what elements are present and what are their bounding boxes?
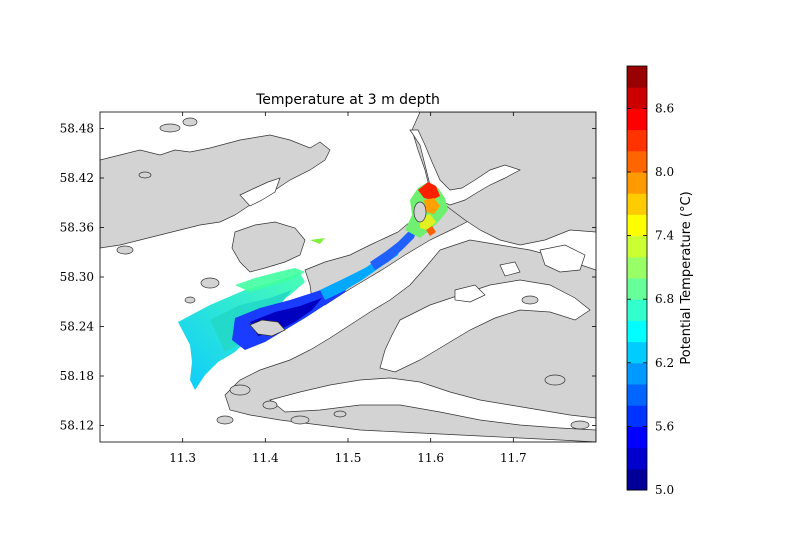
y-tick-label: 58.18 [60,369,94,383]
x-tick-label: 11.7 [500,451,527,465]
y-tick-label: 58.48 [60,122,94,136]
colorbar-tick-label: 8.6 [655,101,674,115]
colorbar-tick-label: 8.0 [655,165,674,179]
colorbar-tick-label: 6.2 [655,356,674,370]
field-greenlet [310,238,325,244]
colorbar-segment [627,108,647,131]
field-islands [249,201,427,337]
colorbar-segment [627,320,647,343]
field-channel-2 [320,242,402,300]
colorbar-segment [627,447,647,470]
colorbar-tick-label: 5.6 [655,419,674,433]
fjord-arm-east [379,279,591,373]
x-tick-label: 11.6 [417,451,444,465]
y-tick-label: 58.24 [60,320,95,334]
colorbar-segment [627,468,647,491]
colorbar-segment [627,129,647,152]
colorbar-tick-label: 7.4 [655,229,674,243]
lake-2 [454,284,486,303]
y-tick-label: 58.42 [60,171,94,185]
field-upper-warm [418,182,440,200]
temperature-field [178,182,448,390]
x-tick-label: 11.4 [252,451,279,465]
lake-3 [499,261,521,277]
colorbar-label: Potential Temperature (°C) [679,191,694,364]
colorbar-segment [627,150,647,173]
colorbar: 8.6 8.0 7.4 6.8 6.2 5.6 5.0 [626,65,674,497]
colorbar-tick-label: 5.0 [655,483,674,497]
islands [116,117,590,430]
inner-water [239,129,596,431]
colorbar-segment [627,87,647,109]
y-tick-label: 58.12 [60,419,94,433]
colorbar-segment [627,193,647,215]
x-axis-ticks: 11.3 11.4 11.5 11.6 11.7 [169,112,527,465]
y-tick-label: 58.30 [60,270,94,284]
land-northwest [100,134,331,249]
colorbar-segment [627,278,647,300]
colorbar-segment [627,362,647,385]
colorbar-segment [627,214,647,237]
colorbar-segment [627,405,647,427]
colorbar-tick-label: 6.8 [655,292,674,306]
map-area [100,112,596,442]
colorbar-segment [627,341,647,364]
colorbar-segment [627,384,647,406]
colorbar-segment [627,256,647,279]
colorbar-segment [627,172,647,194]
colorbar-segment [627,426,647,449]
colorbar-segment [627,235,647,258]
land-west-mid [231,221,306,273]
fjord-arm-south [269,377,596,431]
chart-title: Temperature at 3 m depth [255,92,440,108]
x-tick-label: 11.5 [335,451,362,465]
colorbar-segment [627,299,647,321]
field-west-arm [235,268,305,292]
west-inlet [239,177,281,207]
field-channel-3 [370,225,418,270]
field-upper-orange [426,226,436,236]
x-tick-label: 11.3 [169,451,196,465]
lake-1 [539,244,586,273]
y-tick-label: 58.36 [60,221,94,235]
y-axis-ticks: 58.48 58.42 58.36 58.30 58.24 58.18 58.12 [60,122,596,433]
field-upper-warm-2 [424,198,440,214]
colorbar-frame [626,65,648,491]
colorbar-segment [627,66,647,88]
